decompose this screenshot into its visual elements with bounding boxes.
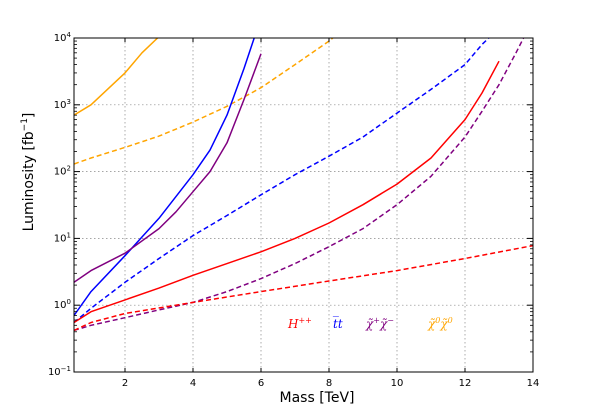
x-tick-labels: 2 4 6 8 10 12 14: [122, 378, 540, 389]
x-tick-label: 10: [391, 378, 404, 389]
x-tick-label: 12: [459, 378, 472, 389]
x-tick-label: 4: [190, 378, 196, 389]
x-tick-label: 6: [258, 378, 264, 389]
y-tick-label: 101: [54, 231, 71, 244]
legend-item-3: χ̃0χ̃0: [427, 316, 453, 331]
tick-layer: [74, 37, 534, 373]
y-tick-label: 10−1: [48, 365, 71, 378]
plot-frame: [73, 37, 534, 373]
series-line-1: [74, 38, 334, 165]
series-line-6: [74, 38, 525, 332]
y-tick-label: 102: [54, 165, 71, 178]
x-axis-label: Mass [TeV]: [280, 390, 355, 406]
legend: H++ t̅t χ̃+χ̃− χ̃0χ̃0: [287, 315, 453, 331]
y-tick-label: 100: [54, 298, 71, 311]
x-tick-label: 2: [122, 378, 128, 389]
y-axis-label: Luminosity [fb−1]: [20, 113, 37, 232]
series-line-3: [74, 53, 262, 283]
grid: [74, 38, 533, 372]
y-tick-label: 103: [54, 98, 71, 111]
x-tick-label: 8: [326, 378, 332, 389]
series-line-5: [74, 60, 500, 324]
series-line-4: [74, 38, 490, 324]
legend-item-1: t̅t: [333, 315, 343, 331]
series-layer: [74, 38, 533, 332]
series-line-0: [74, 38, 159, 116]
legend-item-2: χ̃+χ̃−: [365, 316, 394, 331]
y-tick-labels: 10−1 100 101 102 103 104: [48, 31, 72, 378]
y-tick-label: 104: [54, 31, 72, 44]
x-tick-label: 14: [527, 378, 540, 389]
legend-item-0: H++: [287, 316, 312, 331]
series-line-2: [74, 38, 256, 316]
